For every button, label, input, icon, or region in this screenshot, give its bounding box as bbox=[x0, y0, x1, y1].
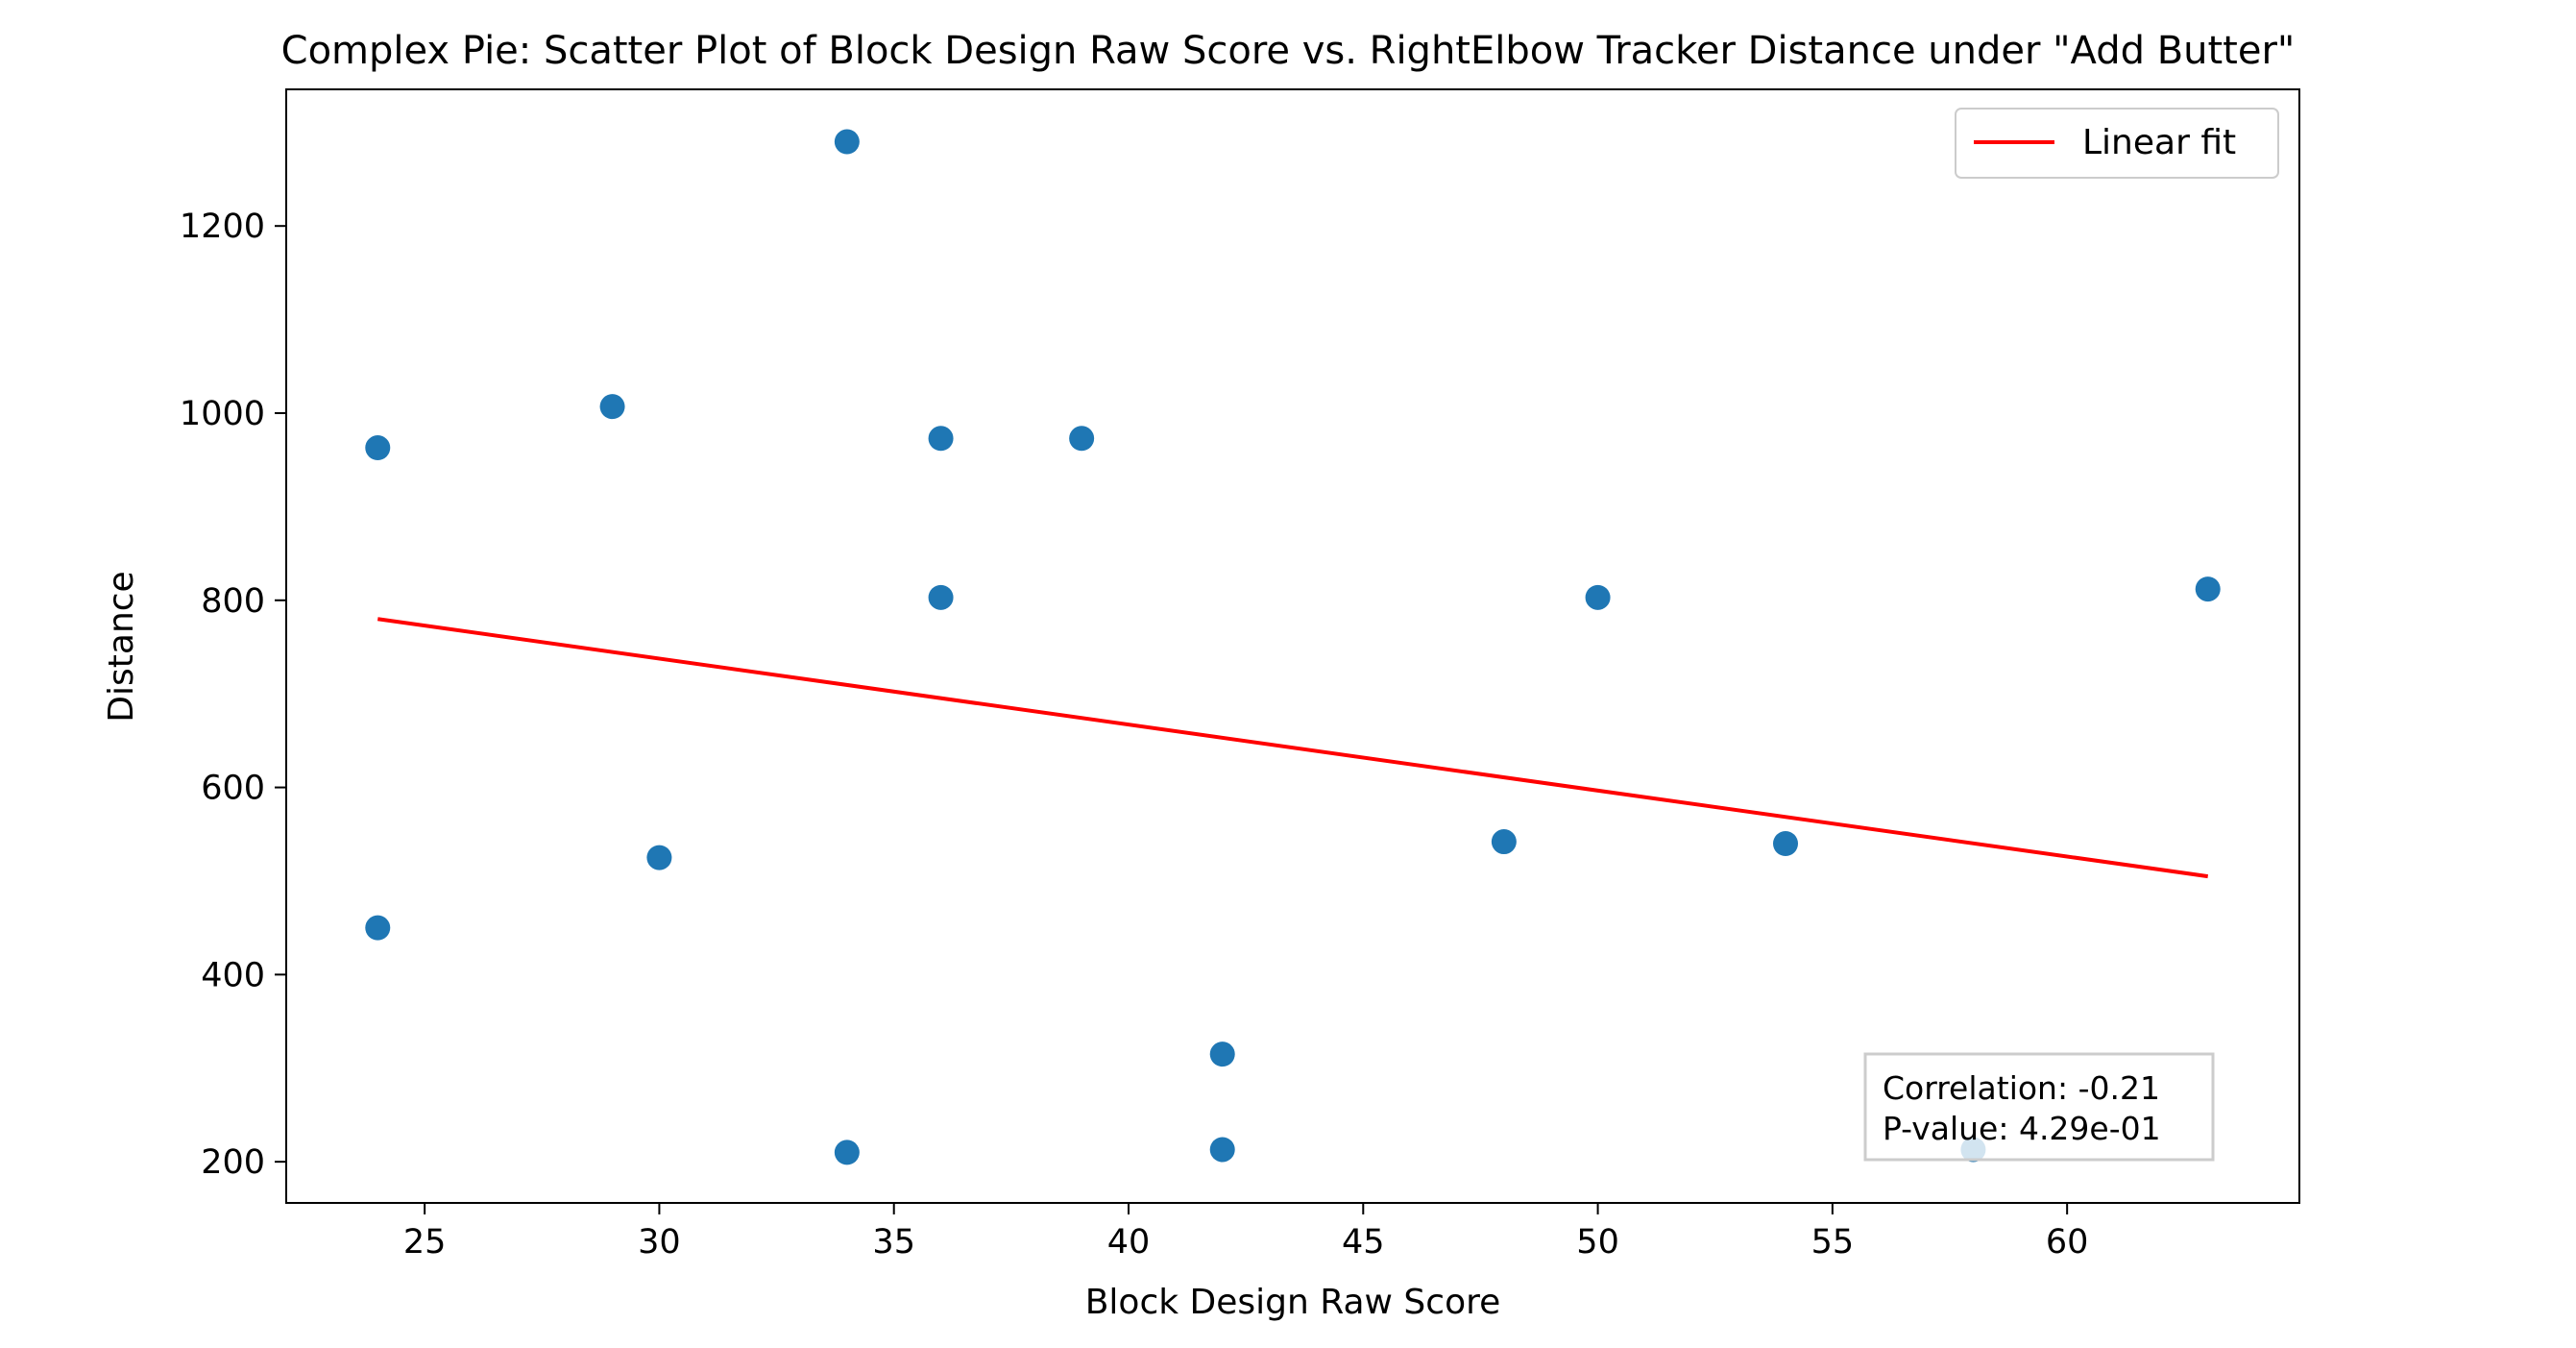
y-axis-label: Distance bbox=[102, 571, 141, 722]
x-axis-label: Block Design Raw Score bbox=[1085, 1283, 1501, 1322]
scatter-point bbox=[2195, 576, 2221, 602]
scatter-point bbox=[365, 435, 391, 461]
scatter-point bbox=[1773, 831, 1799, 857]
stats-box bbox=[1863, 1052, 2215, 1162]
scatter-points bbox=[365, 129, 2221, 1165]
x-tick-label: 60 bbox=[2046, 1223, 2089, 1262]
y-tick-label: 800 bbox=[201, 582, 265, 621]
x-tick-label: 30 bbox=[638, 1223, 681, 1262]
x-tick-label: 25 bbox=[403, 1223, 447, 1262]
scatter-point bbox=[928, 584, 954, 610]
stats-annotation: Correlation: -0.21 P-value: 4.29e-01 bbox=[1863, 1052, 2215, 1162]
x-tick-label: 35 bbox=[872, 1223, 915, 1262]
scatter-point bbox=[365, 915, 391, 941]
scatter-point bbox=[834, 129, 860, 155]
y-tick-label: 600 bbox=[201, 770, 265, 808]
y-tick-label: 200 bbox=[201, 1143, 265, 1182]
linear-fit-line bbox=[377, 617, 2209, 879]
chart-title: Complex Pie: Scatter Plot of Block Desig… bbox=[281, 29, 2296, 73]
y-tick-label: 400 bbox=[201, 956, 265, 994]
legend-box bbox=[1955, 108, 2279, 179]
scatter-point bbox=[599, 394, 625, 420]
scatter-point bbox=[1585, 584, 1611, 610]
x-tick-label: 45 bbox=[1342, 1223, 1385, 1262]
scatter-point bbox=[646, 845, 672, 870]
legend: Linear fit bbox=[1955, 108, 2279, 179]
y-tick-label: 1000 bbox=[180, 395, 265, 433]
scatter-point bbox=[1209, 1042, 1235, 1067]
legend-label-linear-fit: Linear fit bbox=[2082, 123, 2236, 162]
x-tick-label: 50 bbox=[1576, 1223, 1619, 1262]
scatter-point bbox=[1209, 1137, 1235, 1163]
scatter-point bbox=[1491, 829, 1517, 855]
x-tick-label: 55 bbox=[1811, 1223, 1855, 1262]
scatter-point bbox=[928, 426, 954, 452]
scatter-point bbox=[834, 1140, 860, 1165]
y-tick-label: 1200 bbox=[180, 208, 265, 246]
p-value-text: P-value: 4.29e-01 bbox=[1883, 1110, 2161, 1147]
axis-ticks: 25 30 35 40 45 50 55 60 200 400 600 800 1000 1200 bbox=[180, 208, 2089, 1262]
correlation-text: Correlation: -0.21 bbox=[1883, 1069, 2160, 1107]
scatter-point bbox=[1069, 426, 1095, 452]
plot-area-frame bbox=[285, 88, 2300, 1204]
x-tick-label: 40 bbox=[1107, 1223, 1151, 1262]
fit-line-layer bbox=[377, 617, 2209, 879]
